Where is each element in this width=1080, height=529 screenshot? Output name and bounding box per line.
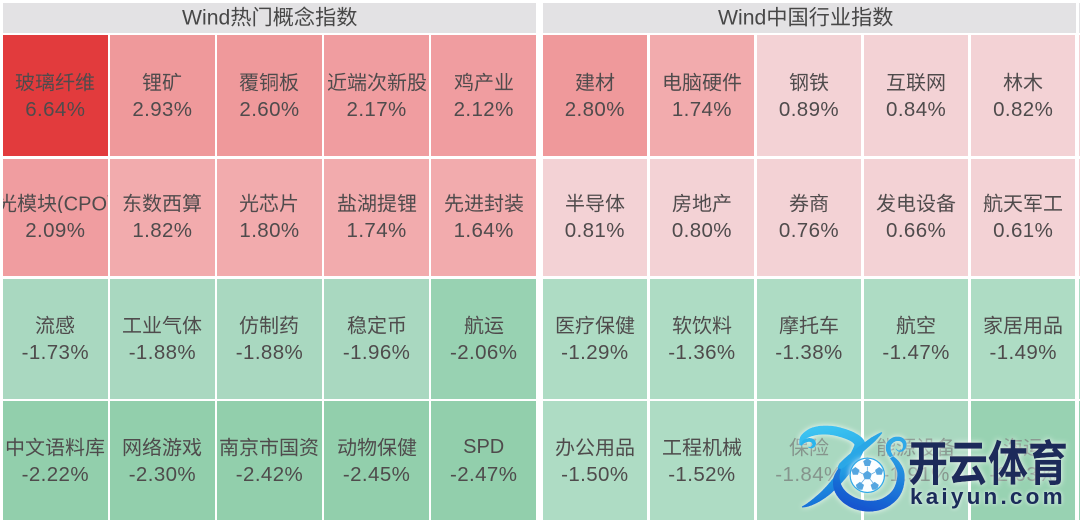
svg-text:Wind: Wind bbox=[182, 7, 230, 28]
svg-text:(CPO): (CPO) bbox=[57, 194, 108, 213]
svg-text:Wind: Wind bbox=[718, 7, 766, 28]
